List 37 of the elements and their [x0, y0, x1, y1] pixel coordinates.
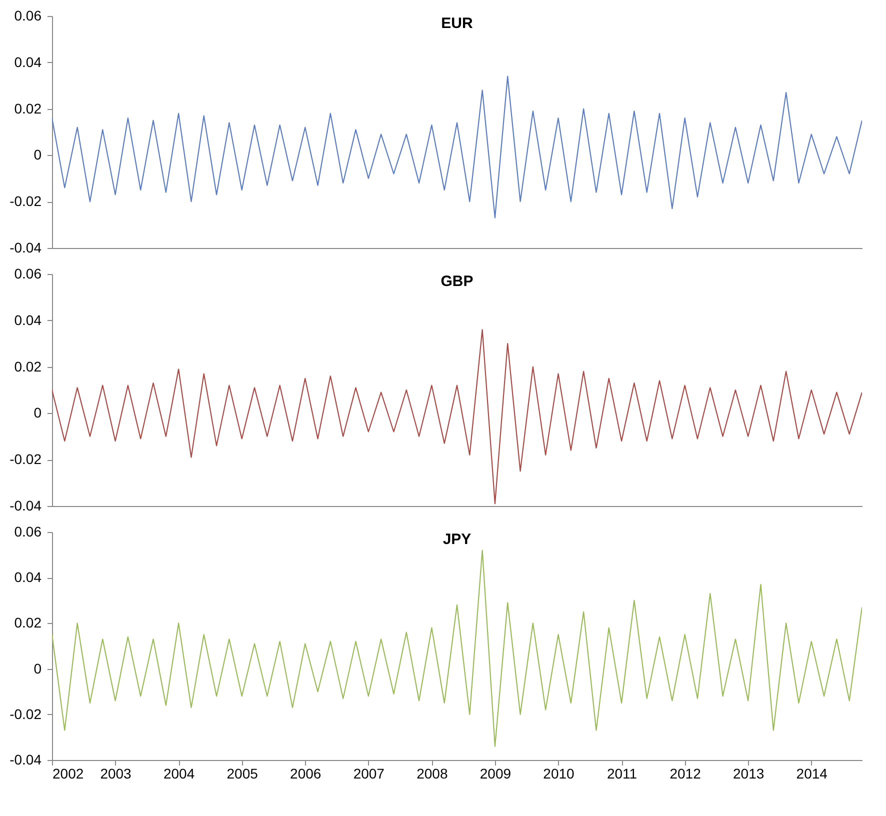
x-tick-label: 2014: [796, 766, 828, 782]
y-tick-label: 0: [34, 404, 42, 421]
x-tick-label: 2006: [290, 766, 322, 782]
x-tick-label: 2012: [670, 766, 702, 782]
y-tick-label: -0.04: [10, 752, 42, 768]
x-tick-label: 2009: [480, 766, 512, 782]
y-tick-label: -0.02: [10, 706, 42, 722]
y-tick-label: 0.06: [14, 8, 42, 24]
y-tick-label: 0.04: [14, 569, 42, 586]
x-tick-label: 2011: [606, 766, 638, 782]
y-tick-label: 0.02: [14, 614, 42, 631]
x-tick-label: 2002: [52, 766, 84, 782]
x-tick-label: 2013: [733, 766, 764, 782]
y-tick-label: 0.02: [14, 100, 42, 116]
y-tick-label: 0.04: [14, 54, 42, 70]
x-tick-label: 2003: [100, 766, 132, 782]
y-tick-label: 0.06: [14, 266, 42, 282]
x-tick-label: 2005: [226, 766, 258, 782]
chart-title: GBP: [440, 273, 474, 290]
x-tick-label: 2004: [163, 766, 195, 782]
line-series: [52, 76, 862, 218]
x-tick-label: 2010: [543, 766, 575, 782]
y-tick-label: -0.04: [10, 498, 42, 514]
y-tick-label: -0.04: [10, 240, 42, 256]
line-series: [52, 329, 862, 504]
line-series: [52, 550, 862, 747]
y-tick-label: -0.02: [10, 193, 42, 210]
x-tick-label: 2007: [353, 766, 385, 782]
y-tick-label: 0: [34, 660, 42, 676]
chart-title: JPY: [442, 531, 472, 548]
chart-title: EUR: [441, 15, 473, 32]
x-tick-label: 2008: [416, 766, 448, 782]
y-tick-label: 0.02: [14, 358, 42, 374]
y-tick-label: 0.04: [14, 312, 42, 328]
y-tick-label: -0.02: [10, 451, 42, 468]
y-tick-label: 0.06: [14, 524, 42, 540]
y-tick-label: 0: [34, 146, 42, 163]
